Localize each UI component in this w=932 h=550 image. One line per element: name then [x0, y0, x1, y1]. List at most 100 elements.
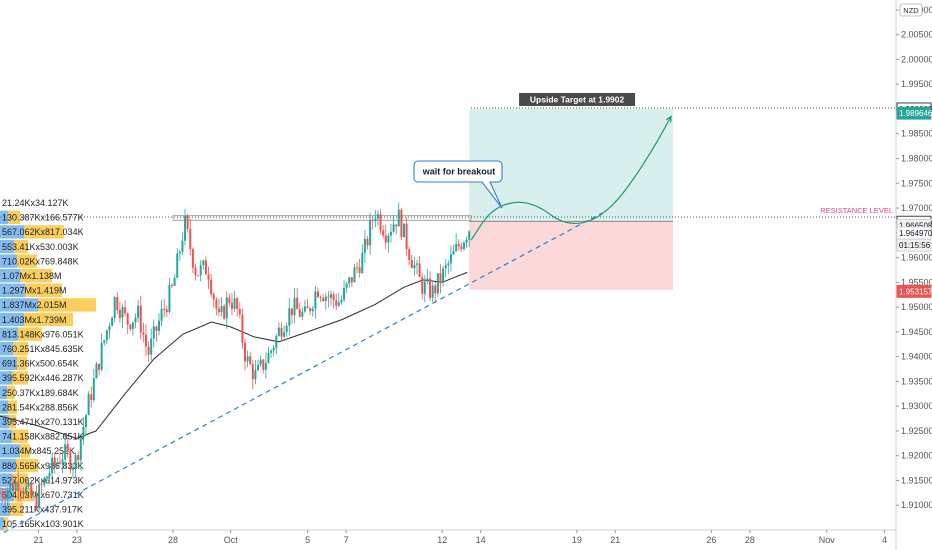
candle-body: [301, 311, 304, 317]
candle-body: [272, 347, 275, 351]
volume-profile-bar-buy: [0, 356, 17, 370]
candle-body: [358, 267, 361, 274]
volume-profile-bar-sell: [9, 415, 16, 429]
candle-body: [108, 325, 111, 331]
candle-body: [337, 302, 340, 306]
candle-body: [168, 284, 171, 313]
price-tick-label: 1.960000: [901, 253, 932, 263]
price-tick-label: 1.985000: [901, 129, 932, 139]
projection-arrowhead: [665, 115, 672, 123]
target-zone: [469, 108, 673, 222]
volume-profile-bar-sell: [8, 400, 17, 414]
candle-body: [160, 308, 163, 321]
volume-profile-bar-sell: [18, 327, 42, 341]
volume-profile-bar-sell: [13, 342, 28, 356]
candle-body: [395, 224, 398, 227]
ascending-trendline: [3, 212, 603, 534]
currency-badge[interactable]: [899, 3, 923, 17]
price-tick-label: 1.970000: [901, 203, 932, 213]
candle-body: [371, 220, 374, 222]
upside-target-label: Upside Target at 1.9902: [530, 94, 625, 104]
candle-body: [118, 310, 121, 318]
volume-profile-bar-sell: [17, 254, 37, 268]
volume-profile-bar-buy: [0, 298, 38, 312]
time-tick-label: 21: [33, 535, 43, 545]
price-axis-marker: [896, 285, 932, 298]
candle-body: [457, 244, 460, 247]
time-tick-label: 28: [168, 535, 178, 545]
candle-body: [233, 298, 236, 309]
stop-zone: [469, 221, 673, 290]
candle-body: [210, 279, 213, 295]
candle-body: [48, 473, 51, 477]
candle-body: [32, 495, 35, 497]
candle-body: [429, 278, 432, 298]
candle-body: [389, 231, 392, 236]
price-tick-label: 1.945000: [901, 327, 932, 337]
candle-body: [384, 235, 387, 243]
volume-profile-bar-sell: [10, 502, 23, 516]
candle-body: [51, 457, 54, 474]
time-tick-label: 19: [572, 535, 582, 545]
candle-body: [121, 307, 124, 318]
candle-body: [238, 308, 241, 315]
candle-body: [191, 249, 194, 268]
candle-body: [95, 363, 98, 379]
volume-profile-bar-sell: [12, 429, 28, 443]
volume-profile-bar-buy: [0, 371, 12, 385]
candle-body: [137, 305, 140, 318]
candle-body: [303, 306, 306, 312]
candle-body: [184, 215, 187, 241]
volume-profile-bar-buy: [0, 385, 7, 400]
volume-profile-label: 741.158Kx882.651K: [2, 432, 84, 442]
price-axis-marker: [896, 106, 932, 120]
candle-body: [439, 273, 442, 283]
price-tick-label: 1.955000: [901, 277, 932, 287]
candle-body: [111, 318, 114, 326]
volume-profile-bar-sell: [8, 210, 20, 224]
candle-body: [309, 308, 312, 312]
time-tick-label: 21: [610, 535, 620, 545]
candle-body: [90, 394, 93, 401]
price-tick-label: 1.910000: [901, 500, 932, 510]
price-tick-label: 2.000000: [901, 54, 932, 64]
upside-target-badge: [519, 92, 636, 106]
candle-body: [171, 284, 174, 286]
candle-body: [38, 484, 41, 508]
candle-body: [280, 327, 283, 337]
candle-body: [254, 370, 257, 380]
volume-profile-label: 527.062Kx614.973K: [2, 475, 84, 485]
candle-body: [314, 291, 317, 309]
candle-body: [19, 491, 22, 493]
candle-body: [293, 297, 296, 316]
resistance-level-label: RESISTANCE LEVEL: [820, 206, 893, 215]
currency-label: NZD: [903, 6, 919, 15]
candle-body: [71, 467, 74, 470]
volume-profile-label: 395.211Kx437.917K: [2, 505, 83, 515]
candle-body: [14, 481, 17, 491]
candle-body: [330, 294, 333, 298]
candle-body: [30, 483, 33, 497]
volume-profile-label: 395.471Kx270.131K: [2, 417, 84, 427]
volume-profile-label: 813.148Kx976.051K: [2, 329, 84, 339]
time-tick-label: 5: [305, 535, 310, 545]
price-tick-label: 1.975000: [901, 178, 932, 188]
candle-body: [165, 309, 168, 313]
candle-body: [56, 462, 59, 465]
candle-body: [142, 332, 145, 335]
volume-profile-bar-buy: [0, 502, 10, 516]
candle-body: [100, 342, 103, 370]
candle-body: [113, 297, 116, 319]
volume-profile-bar-buy: [0, 517, 4, 531]
candle-body: [387, 235, 390, 243]
candle-body: [366, 238, 369, 246]
price-tick-label: 1.995000: [901, 79, 932, 89]
candle-body: [410, 260, 413, 269]
candle-body: [361, 252, 364, 274]
candle-body: [58, 462, 61, 464]
volume-profile-bar-sell: [17, 356, 27, 370]
candle-body: [131, 322, 134, 330]
candle-body: [74, 455, 77, 468]
candle-body: [376, 214, 379, 219]
